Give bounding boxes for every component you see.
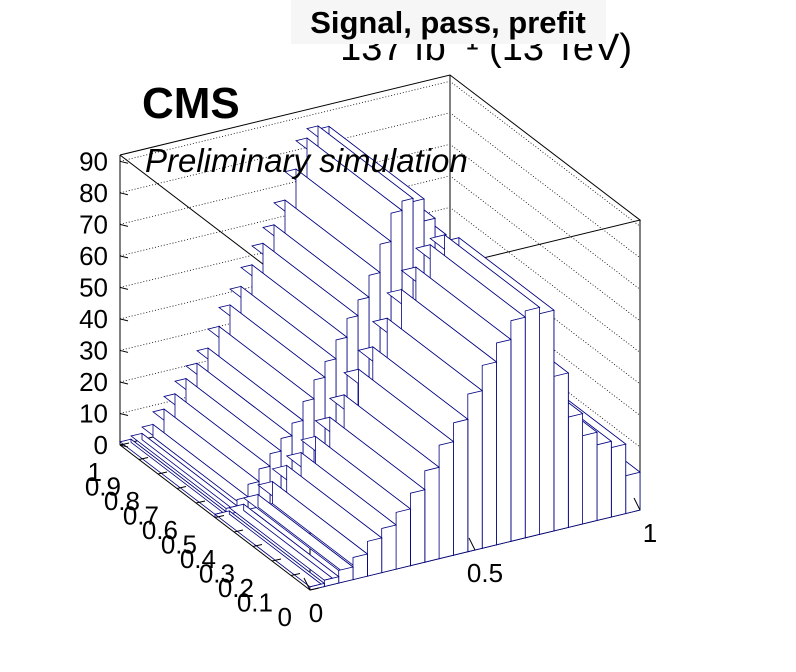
y-tick-label: 0.9 bbox=[85, 472, 121, 502]
y-tick-label: 1 bbox=[88, 457, 102, 487]
y-tick-mark bbox=[138, 457, 149, 460]
z-tick-mark bbox=[119, 160, 129, 164]
bar-front bbox=[539, 309, 555, 535]
z-tick-mark bbox=[119, 223, 129, 227]
y-tick-mark bbox=[252, 544, 263, 547]
back-row-bar bbox=[152, 408, 260, 511]
title-box bbox=[291, 0, 606, 44]
z-tick-mark bbox=[119, 412, 129, 416]
bar-front bbox=[481, 361, 497, 549]
z-tick-mark bbox=[119, 349, 129, 353]
y-tick-mark bbox=[176, 486, 187, 489]
z-tick-mark bbox=[119, 286, 129, 290]
preliminary-label: Preliminary simulation bbox=[145, 142, 468, 179]
z-tick-label: 50 bbox=[79, 272, 108, 302]
bar-front bbox=[524, 306, 540, 539]
bar-front bbox=[596, 440, 612, 521]
front-row-bar bbox=[228, 503, 340, 588]
bar-front bbox=[582, 431, 598, 525]
front-row-bar bbox=[271, 464, 383, 577]
y-tick-mark bbox=[233, 529, 244, 533]
chart-title: Signal, pass, prefit bbox=[310, 5, 586, 40]
bar-front bbox=[409, 489, 426, 567]
x-tick-mark bbox=[468, 537, 476, 551]
bar-front bbox=[352, 553, 368, 581]
bar-front bbox=[553, 372, 569, 532]
y-tick-mark bbox=[290, 573, 301, 576]
front-row-bar bbox=[242, 493, 354, 584]
y-tick-label: 0.4 bbox=[180, 544, 216, 574]
y-tick-label: 0.3 bbox=[199, 559, 235, 589]
y-tick-label: 0.6 bbox=[142, 515, 178, 545]
y-tick-label: 0.8 bbox=[104, 486, 140, 516]
y-tick-label: 0.7 bbox=[123, 501, 159, 531]
y-tick-mark bbox=[214, 515, 225, 518]
z-tick-mark bbox=[119, 192, 129, 196]
y-tick-mark bbox=[157, 471, 168, 475]
bar-front bbox=[395, 508, 411, 570]
z-tick-label: 20 bbox=[79, 367, 108, 397]
bar-front bbox=[496, 339, 512, 546]
bar-front bbox=[338, 566, 354, 584]
top-frame bbox=[119, 74, 642, 301]
z-tick-label: 30 bbox=[79, 335, 108, 365]
bar-front bbox=[610, 443, 627, 518]
y-tick-label: 0.1 bbox=[237, 588, 273, 618]
bar-front bbox=[625, 471, 641, 515]
ticks-layer: 010203040506070809000.10.20.30.40.50.60.… bbox=[79, 146, 657, 632]
z-tick-label: 60 bbox=[79, 241, 108, 271]
z-tick-label: 80 bbox=[79, 178, 108, 208]
x-tick-label: 1 bbox=[643, 518, 657, 548]
y-tick-mark bbox=[271, 558, 282, 562]
x-tick-mark bbox=[633, 497, 641, 511]
z-tick-label: 90 bbox=[79, 146, 108, 176]
z-tick-mark bbox=[119, 381, 129, 385]
bar-front bbox=[424, 466, 440, 563]
y-tick-label: 0 bbox=[278, 602, 292, 632]
bar-front bbox=[510, 316, 526, 542]
y-tick-mark bbox=[309, 587, 320, 591]
bar-front bbox=[381, 524, 397, 574]
bar-front bbox=[438, 441, 454, 560]
x-tick-label: 0.5 bbox=[467, 558, 503, 588]
z-tick-label: 10 bbox=[79, 398, 108, 428]
bars-layer bbox=[119, 125, 641, 591]
z-tick-label: 70 bbox=[79, 209, 108, 239]
z-tick-mark bbox=[119, 255, 129, 259]
bar-front bbox=[323, 576, 340, 588]
z-tick-label: 0 bbox=[94, 430, 108, 460]
z-tick-mark bbox=[119, 318, 129, 322]
y-tick-mark bbox=[195, 500, 206, 504]
bar-front bbox=[453, 418, 469, 556]
bar-front bbox=[467, 390, 483, 553]
x-tick-mark bbox=[303, 577, 311, 591]
y-tick-label: 0.5 bbox=[161, 530, 197, 560]
y-tick-label: 0.2 bbox=[218, 573, 254, 603]
y-tick-mark bbox=[119, 442, 130, 446]
bar-front bbox=[567, 413, 583, 528]
cms-label: CMS bbox=[142, 79, 240, 128]
bar-front bbox=[366, 537, 383, 577]
z-tick-label: 40 bbox=[79, 304, 108, 334]
z-tick-mark bbox=[119, 444, 129, 448]
front-row-bar bbox=[257, 480, 369, 581]
x-tick-label: 0 bbox=[309, 598, 323, 628]
bar-front bbox=[309, 582, 325, 591]
